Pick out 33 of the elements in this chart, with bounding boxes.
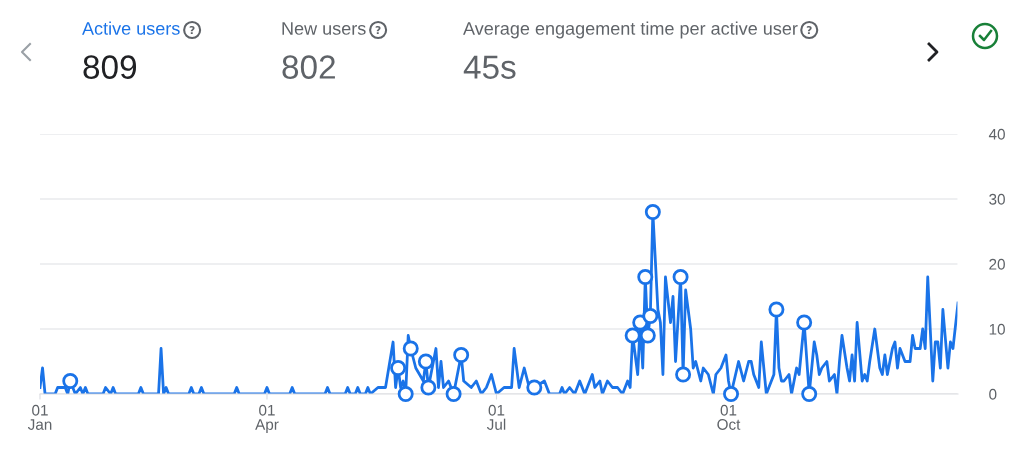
point — [445, 386, 462, 402]
text: Average engagement time per active user — [463, 21, 798, 39]
y-tick-label: 20 — [989, 258, 1005, 270]
point — [796, 314, 813, 331]
point — [644, 204, 661, 220]
point — [453, 347, 470, 363]
x-tick-label: 01 Oct — [717, 404, 741, 430]
point — [801, 386, 818, 402]
point — [624, 327, 641, 344]
y-tick-label: 30 — [989, 193, 1005, 205]
point — [642, 308, 659, 324]
point — [417, 353, 434, 370]
text: New users — [282, 22, 366, 35]
x-tick-label: 01 Jul — [486, 404, 506, 430]
point — [723, 386, 740, 402]
point — [390, 360, 407, 376]
point — [420, 379, 437, 396]
text: 809 — [83, 55, 137, 79]
point — [675, 366, 692, 383]
point — [402, 340, 419, 357]
x-tick-label: 01 Apr — [255, 404, 279, 433]
x-tick-label: 01 Jan — [27, 404, 52, 430]
text: 802 — [282, 55, 335, 79]
text: 45s — [463, 55, 516, 79]
text: Active users — [82, 21, 180, 35]
point — [397, 386, 414, 402]
point — [526, 379, 543, 396]
point — [768, 301, 785, 318]
y-tick-label: 10 — [989, 323, 1005, 335]
y-tick-label: 40 — [988, 128, 1005, 140]
point — [637, 269, 654, 285]
y-tick-label: 0 — [989, 388, 997, 400]
point — [672, 269, 689, 285]
